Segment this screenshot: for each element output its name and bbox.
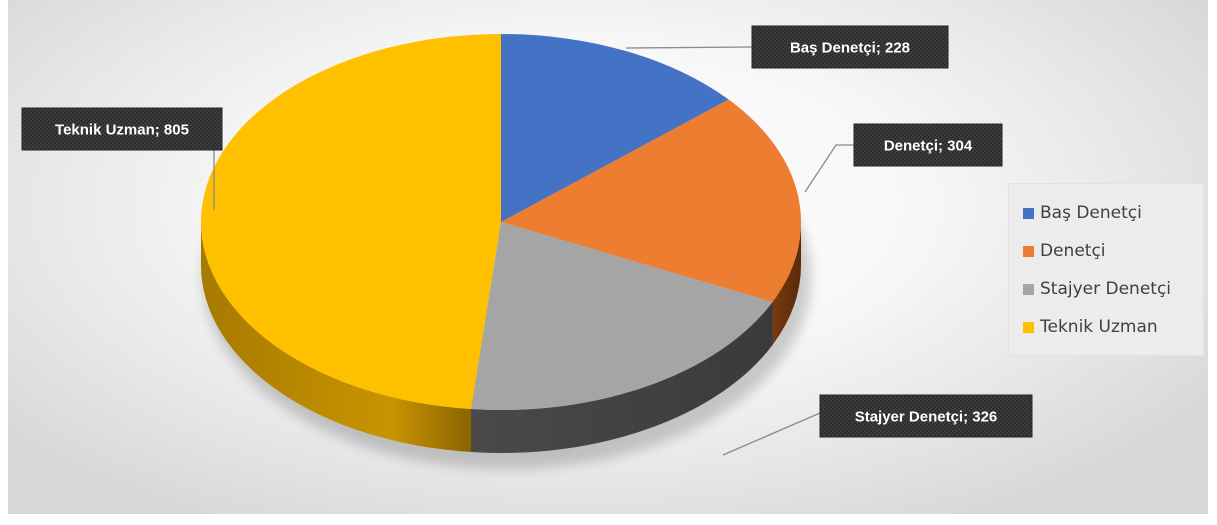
pie-side-stajyer-denetci <box>471 301 773 453</box>
pie-slice-teknik-uzman <box>201 34 501 410</box>
data-label-text: Baş Denetçi; 228 <box>790 40 910 57</box>
data-label-bas-denetci: Baş Denetçi; 228 <box>751 25 949 69</box>
legend-item: Baş Denetçi <box>1023 194 1203 232</box>
data-label-box <box>853 123 1003 167</box>
pie-slice-bas-denetci <box>501 34 729 222</box>
callout-leader-bas-denetci <box>625 46 753 49</box>
pie-slice-stajyer-denetci <box>471 222 773 410</box>
legend-label: Stajyer Denetçi <box>1040 279 1172 299</box>
pie-chart: Baş Denetçi; 228 Denetçi; 304 Stajyer Dene… <box>21 25 1033 469</box>
data-label-text: Denetçi; 304 <box>884 138 973 155</box>
legend-swatch <box>1023 321 1034 333</box>
data-label-box <box>751 25 949 69</box>
data-label-teknik-uzman: Teknik Uzman; 805 <box>21 107 223 151</box>
chart-area: Baş Denetçi; 228 Denetçi; 304 Stajyer Dene… <box>8 0 1208 514</box>
legend-label: Baş Denetçi <box>1040 203 1142 223</box>
pie-side-denetci <box>772 222 801 345</box>
legend-item: Stajyer Denetçi <box>1023 270 1203 308</box>
data-label-text: Teknik Uzman; 805 <box>55 122 189 139</box>
data-label-denetci: Denetçi; 304 <box>853 123 1003 167</box>
legend-item: Teknik Uzman <box>1023 308 1203 346</box>
legend-swatch <box>1023 283 1034 295</box>
pie-slice-denetci <box>501 99 802 302</box>
legend-swatch <box>1023 245 1034 257</box>
legend-item: Denetçi <box>1023 232 1203 270</box>
data-label-box <box>21 107 223 151</box>
callout-leader-denetci <box>804 144 854 193</box>
legend-swatch <box>1023 207 1034 219</box>
legend: Baş Denetçi Denetçi Stajyer Denetçi Tekn… <box>1008 183 1204 356</box>
legend-label: Teknik Uzman <box>1040 317 1158 337</box>
data-label-box <box>819 394 1033 438</box>
callout-leader-stajyer-denetci <box>722 412 821 456</box>
data-label-stajyer-denetci: Stajyer Denetçi; 326 <box>819 394 1033 438</box>
data-label-text: Stajyer Denetçi; 326 <box>855 409 998 426</box>
pie-side-teknik-uzman <box>201 222 472 453</box>
legend-label: Denetçi <box>1040 241 1106 261</box>
